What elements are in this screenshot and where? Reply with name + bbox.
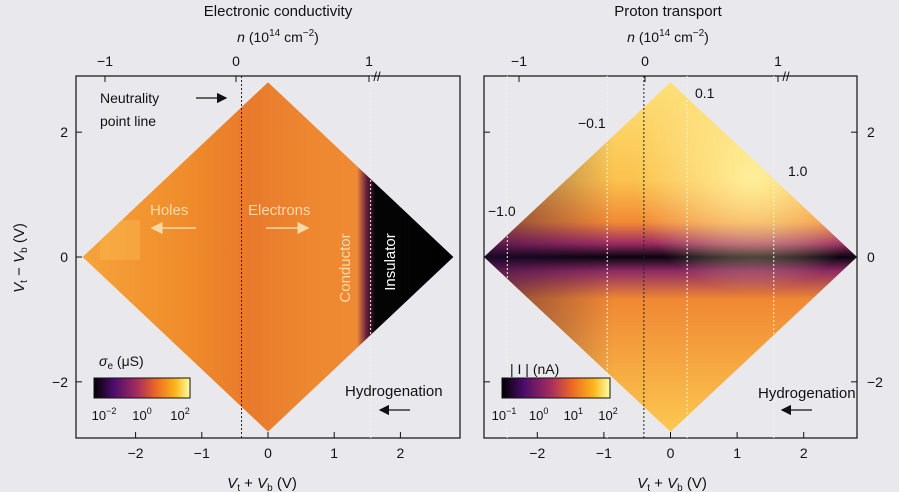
x-tick-label: 2 [800, 445, 808, 461]
neutrality-label-line1: Neutrality [100, 90, 159, 106]
top-tick-label: 1 [774, 53, 782, 69]
y-axis-label: Vt − Vb (V) [11, 223, 30, 293]
x-tick-label: −2 [128, 445, 144, 461]
x-axis-label: Vt + Vb (V) [227, 475, 297, 492]
x-tick-label: −2 [529, 445, 545, 461]
axis-ticks: −2 −1 0 1 2−202−1 0 1// [52, 53, 404, 461]
y-tick-label: 2 [867, 124, 875, 140]
colorbar: | I | (nA) 10−1 100 101 102 [492, 361, 618, 423]
conductor-label: Conductor [337, 233, 354, 302]
colorbar-tick-label: 100 [529, 406, 548, 423]
x-tick-label: 1 [733, 445, 741, 461]
conductivity-panel: Electronic conductivity n (1014 cm−2) −2… [11, 3, 461, 492]
top-axis-label: n (1014 cm−2) [627, 28, 709, 45]
x-tick-label: 0 [264, 445, 272, 461]
colorbar-label: σe (μS) [99, 353, 144, 372]
y-tick-label: 0 [867, 249, 875, 265]
top-tick-label: −1 [97, 53, 113, 69]
top-tick-label: 1 [365, 53, 373, 69]
y-tick-label: 2 [60, 124, 68, 140]
colorbar-tick-label: 102 [598, 406, 617, 423]
hydrogenation-label: Hydrogenation [758, 385, 856, 402]
y-tick-label: −2 [52, 374, 68, 390]
x-tick-label: 2 [397, 445, 405, 461]
contour-label: 0.1 [695, 85, 715, 101]
colorbar: σe (μS) 10−2 100 102 [92, 353, 191, 423]
axis-break-mark: // [782, 69, 790, 84]
chart-title: Proton transport [614, 3, 722, 20]
x-tick-label: −1 [194, 445, 210, 461]
proton-panel: Proton transport n (1014 cm−2) −2 −1 0 1 2 −2… [483, 3, 883, 492]
top-axis-label: n (1014 cm−2) [237, 28, 319, 45]
x-tick-label: −1 [596, 445, 612, 461]
x-tick-label: 1 [330, 445, 338, 461]
colorbar-tick-label: 100 [132, 406, 151, 423]
colorbar-label: | I | (nA) [510, 361, 559, 377]
colorbar-gradient [501, 377, 611, 399]
y-tick-label: 0 [60, 249, 68, 265]
x-tick-label: 0 [667, 445, 675, 461]
contour-labels: −1.0 −0.1 0.1 1.0 [488, 85, 808, 219]
colorbar-tick-label: 101 [564, 406, 583, 423]
electrons-label: Electrons [248, 202, 311, 219]
top-tick-label: 0 [641, 53, 649, 69]
conductivity-map [82, 82, 454, 432]
axis-ticks: −2 −1 0 1 2−202−1 0 1// [484, 53, 883, 461]
holes-label: Holes [150, 202, 188, 219]
colorbar-gradient [93, 377, 191, 399]
x-axis-label: Vt + Vb (V) [637, 475, 707, 492]
contour-label: −1.0 [488, 203, 516, 219]
contour-label: −0.1 [578, 115, 606, 131]
top-tick-label: 0 [232, 53, 240, 69]
y-tick-label: −2 [867, 374, 883, 390]
axis-break-mark: // [373, 69, 381, 84]
neutrality-label-line2: point line [100, 113, 156, 129]
insulator-label: Insulator [382, 233, 399, 291]
hydrogenation-label: Hydrogenation [345, 383, 443, 400]
colorbar-tick-label: 102 [170, 406, 189, 423]
colorbar-tick-label: 10−2 [92, 406, 117, 423]
colorbar-tick-label: 10−1 [492, 406, 517, 423]
chart-title: Electronic conductivity [204, 3, 353, 20]
contour-label: 1.0 [788, 163, 808, 179]
top-tick-label: −1 [511, 53, 527, 69]
